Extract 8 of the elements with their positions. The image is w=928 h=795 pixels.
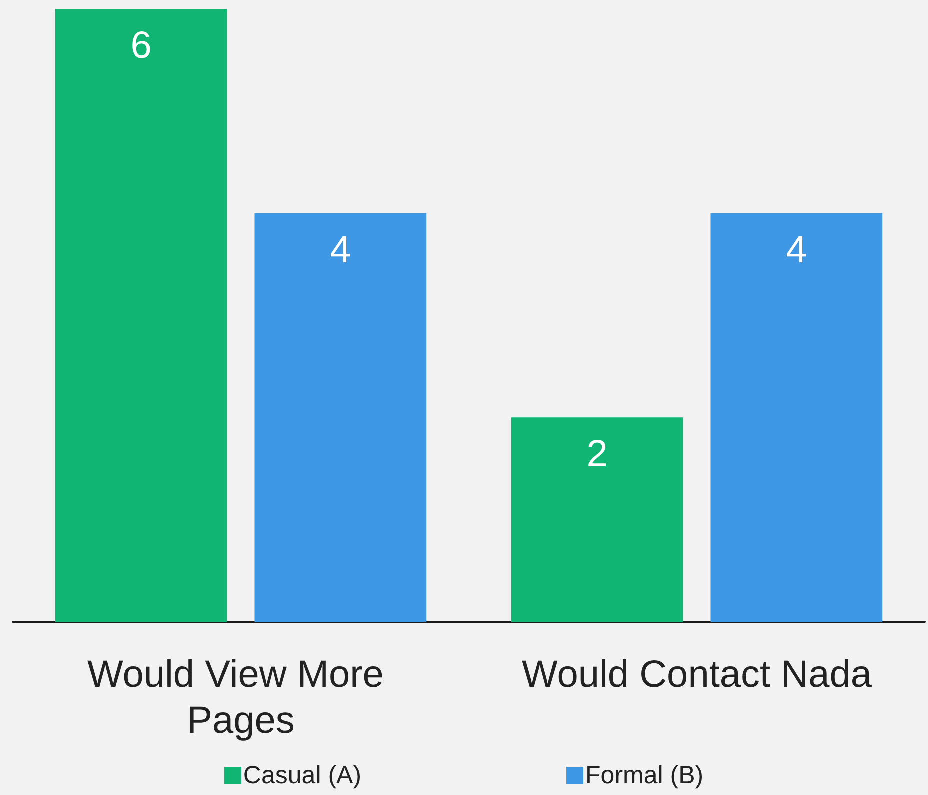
- legend-label: Casual (A): [243, 762, 362, 790]
- data-label: 4: [330, 229, 352, 272]
- legend-label: Formal (B): [586, 762, 704, 790]
- data-label: 4: [786, 229, 808, 272]
- data-label: 2: [586, 434, 608, 476]
- x-tick-label: Would Contact Nada: [522, 654, 873, 696]
- x-tick-label: Would View More Pages: [88, 654, 394, 742]
- data-label: 6: [130, 25, 152, 67]
